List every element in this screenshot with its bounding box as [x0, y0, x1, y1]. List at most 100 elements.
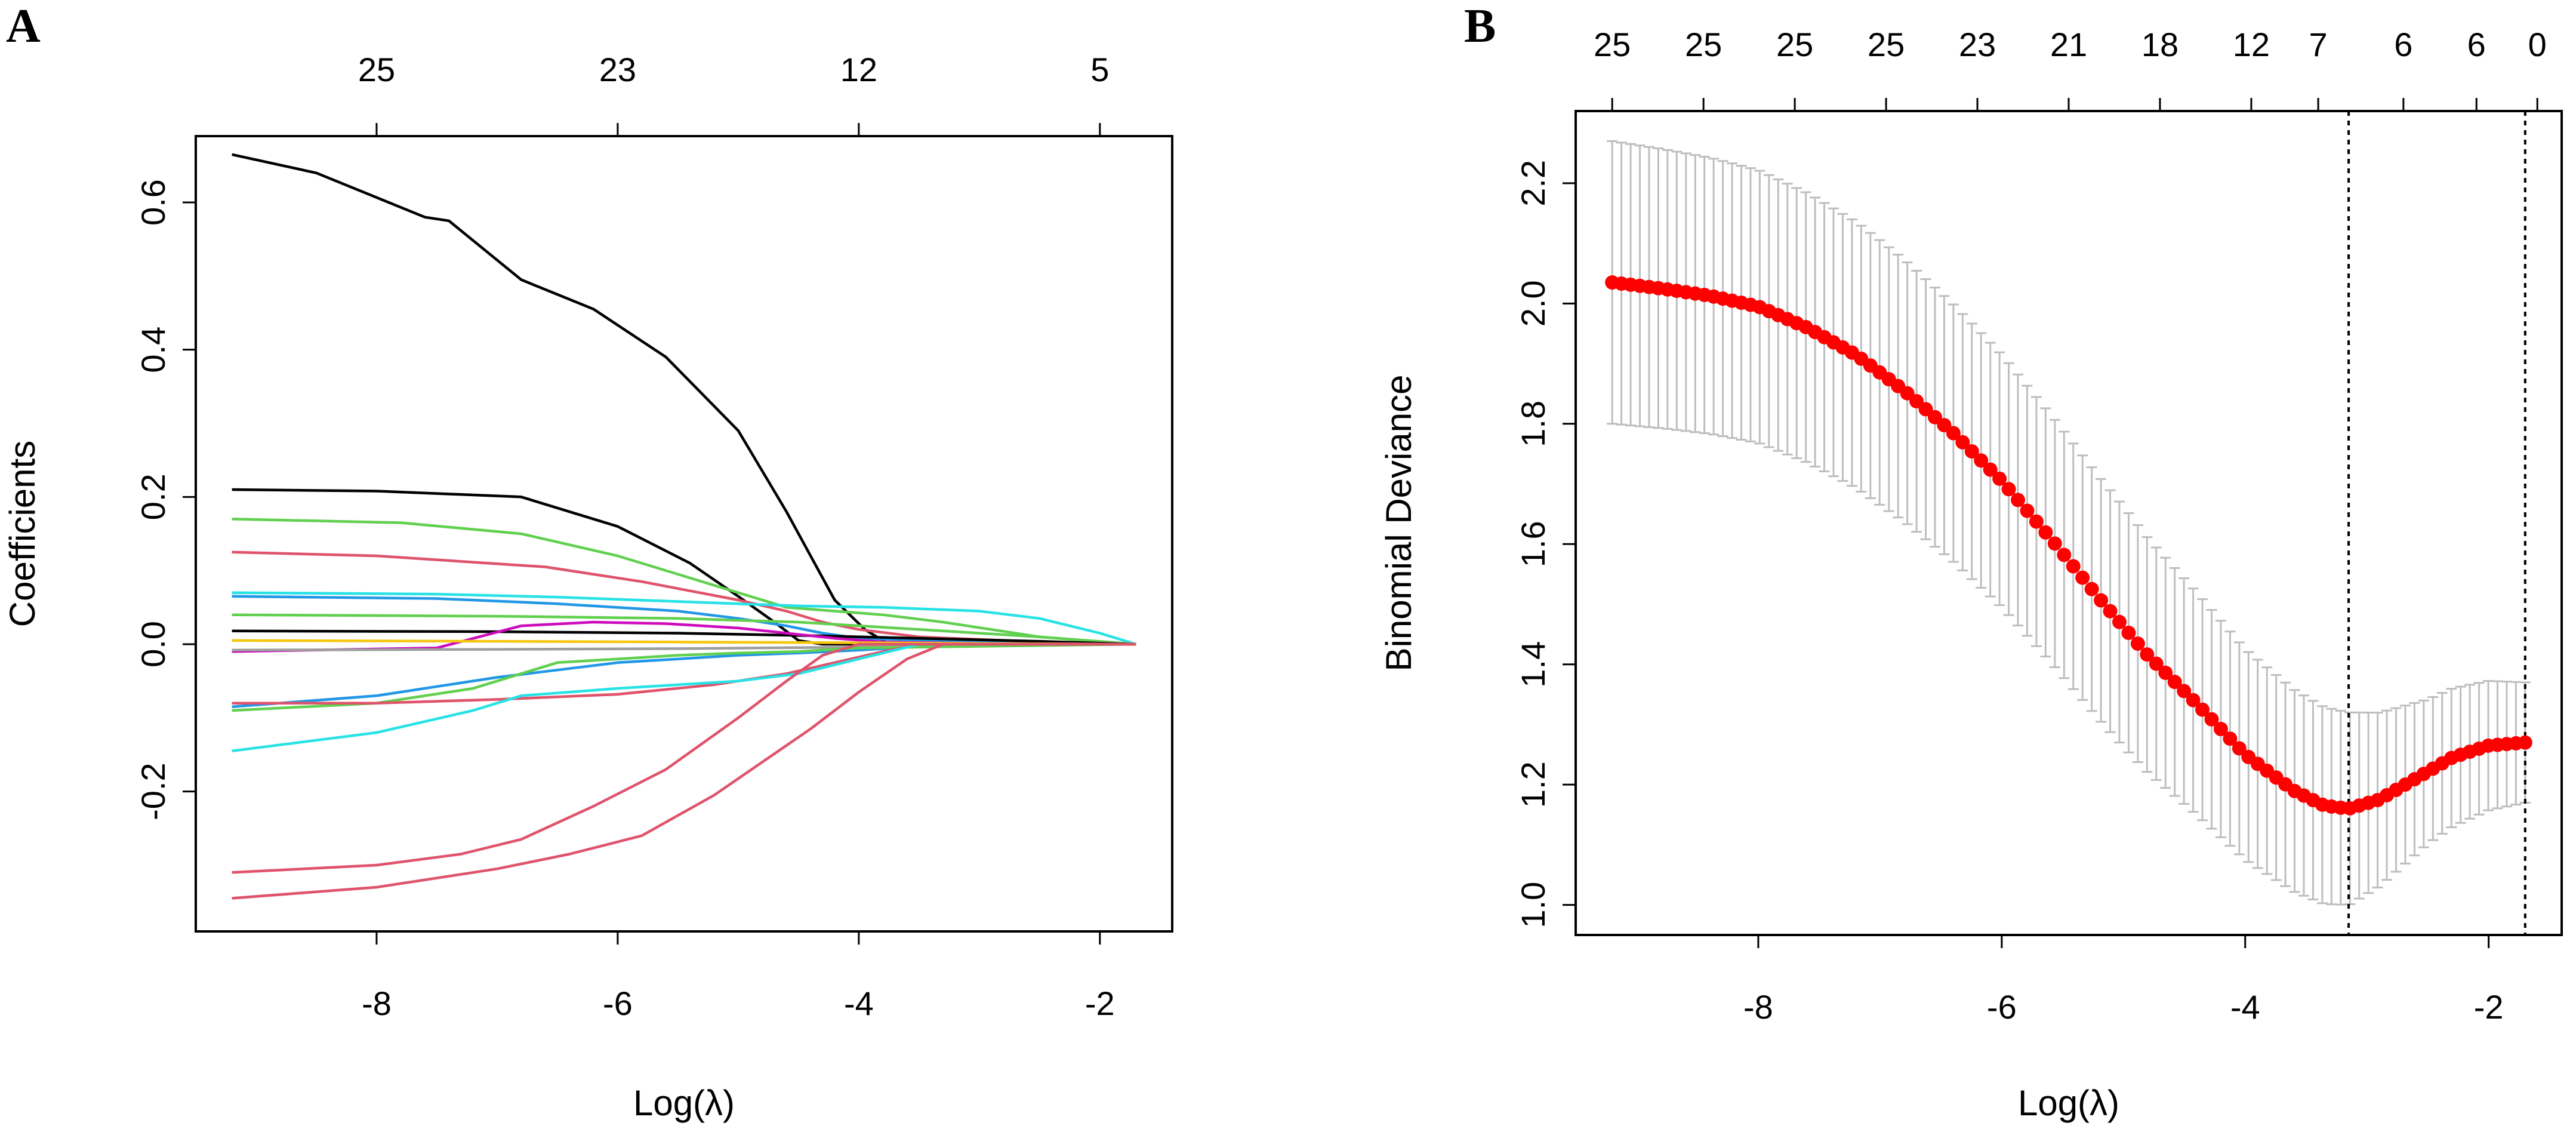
- a-top-tick-label: 25: [358, 51, 395, 88]
- series-line-coef-15: [232, 642, 1136, 753]
- mean-point: [1955, 435, 1970, 450]
- a-y-tick-label: 0.4: [134, 327, 172, 373]
- panel-b-vertical-reference-lines: [2347, 111, 2526, 935]
- b-x-tick-label: -6: [1987, 988, 2017, 1026]
- mean-point: [2186, 693, 2201, 708]
- mean-point: [2094, 593, 2109, 608]
- b-top-tick-label: 25: [1594, 26, 1631, 63]
- mean-point: [2195, 702, 2210, 717]
- a-x-tick-label: -2: [1085, 985, 1115, 1022]
- series-line-coef-7: [232, 613, 1136, 646]
- mean-point: [2047, 536, 2062, 551]
- series-line-coef-17: [232, 642, 1136, 900]
- mean-point: [2167, 675, 2182, 690]
- panel-b-mean-points: [1605, 275, 2532, 816]
- mean-point: [2213, 722, 2228, 736]
- a-top-tick-label: 23: [599, 51, 636, 88]
- a-top-tick-label: 12: [840, 51, 877, 88]
- a-x-tick-label: -8: [362, 985, 392, 1022]
- panel-a-coefficient-paths: A -0.2 0.0 0.2 0.4 0.6 -8 -6 -4 -2 25 23 12 5 Log(…: [2, 0, 1173, 1123]
- mean-point: [1964, 444, 1979, 459]
- series-line-coef-6: [232, 595, 1136, 646]
- b-y-tick-label: 1.2: [1514, 761, 1552, 808]
- mean-point: [2020, 503, 2035, 518]
- b-y-tick-label: 1.4: [1514, 641, 1552, 688]
- panel-b-cv-deviance: B 1.01.21.41.61.82.02.2 -8 -6 -4 -2 25 25 25 2…: [1379, 0, 2563, 1123]
- panel-b-y-axis-title: Binomial Deviance: [1379, 375, 1419, 672]
- mean-point: [2011, 493, 2026, 507]
- series-line-coef-16: [232, 642, 1136, 874]
- b-x-tick-label: -2: [2474, 988, 2504, 1026]
- panel-a-y-axis-title: Coefficients: [2, 441, 42, 627]
- a-top-tick-label: 5: [1090, 51, 1109, 88]
- mean-point: [2130, 636, 2145, 651]
- mean-point: [2057, 547, 2072, 562]
- b-top-tick-label: 6: [2467, 26, 2486, 63]
- mean-point: [2038, 525, 2053, 540]
- a-y-tick-label: -0.2: [134, 762, 172, 820]
- a-x-tick-label: -6: [603, 985, 633, 1022]
- mean-point: [2001, 482, 2016, 497]
- b-y-tick-label: 2.2: [1514, 160, 1552, 207]
- mean-point: [1946, 426, 1961, 441]
- panel-a-series-lines: [232, 153, 1137, 900]
- mean-point: [2158, 665, 2173, 680]
- mean-point: [1992, 471, 2007, 486]
- series-line-coef-14: [232, 642, 1136, 705]
- panel-b-x-axis-title: Log(λ): [2018, 1083, 2119, 1123]
- mean-point: [2204, 712, 2219, 727]
- b-top-tick-label: 18: [2141, 26, 2178, 63]
- panel-a-top-axis: 25 23 12 5: [358, 51, 1109, 136]
- panel-b-y-axis: 1.0 1.2 1.4 1.6 1.8 2.0 2.2: [1514, 160, 1576, 928]
- b-x-tick-label: -4: [2230, 988, 2260, 1026]
- series-line-coef-2: [232, 488, 1136, 646]
- b-x-tick-label: -8: [1743, 988, 1773, 1026]
- panel-a-x-axis: -8 -6 -4 -2: [362, 931, 1115, 1022]
- mean-point: [2223, 731, 2238, 746]
- a-y-tick-label: 0.2: [134, 473, 172, 520]
- b-top-tick-label: 7: [2309, 26, 2328, 63]
- b-top-tick-label: 23: [1959, 26, 1996, 63]
- mean-point: [2149, 656, 2164, 671]
- a-x-tick-label: -4: [844, 985, 874, 1022]
- b-top-tick-label: 0: [2528, 26, 2547, 63]
- series-line-coef-12: [232, 642, 1136, 709]
- series-line-coef-1: [232, 153, 1136, 646]
- b-y-tick-label: 1.6: [1514, 521, 1552, 567]
- mean-point: [2232, 741, 2247, 756]
- panel-a-plot-frame: [195, 135, 1173, 933]
- mean-point: [1974, 453, 1989, 468]
- a-y-tick-label: 0.0: [134, 621, 172, 668]
- b-top-tick-label: 25: [1868, 26, 1905, 63]
- mean-point: [2177, 684, 2192, 699]
- mean-point: [2066, 559, 2081, 574]
- mean-point: [2084, 582, 2099, 596]
- b-y-tick-label: 2.0: [1514, 280, 1552, 327]
- panel-a-x-axis-title: Log(λ): [633, 1083, 735, 1123]
- panel-a-y-axis: -0.2 0.0 0.2 0.4 0.6: [134, 179, 196, 820]
- mean-point: [2029, 514, 2044, 529]
- b-y-tick-label: 1.8: [1514, 401, 1552, 447]
- b-top-tick-label: 25: [1776, 26, 1813, 63]
- b-y-tick-label: 1.0: [1514, 882, 1552, 928]
- series-line-coef-13: [232, 642, 1136, 712]
- mean-point: [1937, 418, 1952, 433]
- mean-point: [2112, 614, 2127, 629]
- a-y-tick-label: 0.6: [134, 179, 172, 226]
- series-line-coef-3: [232, 518, 1136, 646]
- mean-point: [2075, 570, 2090, 585]
- panel-b-label: B: [1464, 0, 1496, 53]
- b-top-tick-label: 6: [2394, 26, 2412, 63]
- series-line-coef-5: [232, 591, 1137, 646]
- b-top-tick-label: 25: [1685, 26, 1722, 63]
- mean-point: [2518, 735, 2532, 750]
- panel-a-label: A: [6, 0, 41, 53]
- panel-b-x-axis: -8 -6 -4 -2: [1743, 935, 2504, 1026]
- mean-point: [1983, 462, 1998, 477]
- mean-point: [2121, 625, 2136, 640]
- panel-b-top-axis: 25 25 25 25 23 21 18 12 7 6 6 0: [1594, 26, 2547, 111]
- b-top-tick-label: 12: [2233, 26, 2270, 63]
- mean-point: [2140, 647, 2155, 662]
- b-top-tick-label: 21: [2050, 26, 2087, 63]
